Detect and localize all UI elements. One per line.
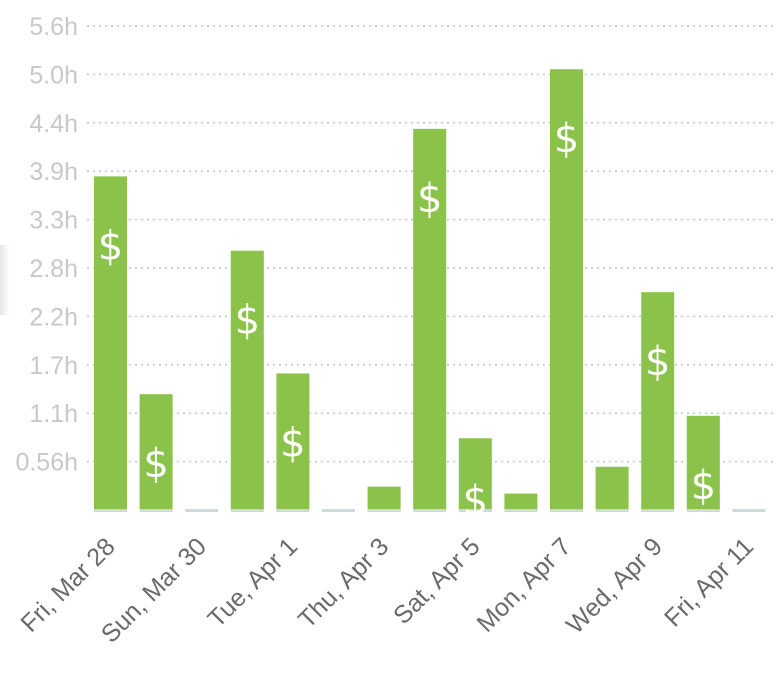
y-tick-label: 3.9h xyxy=(29,158,78,186)
bar-baseline xyxy=(230,509,264,512)
bars: $ $ $ $ $ $ $ $ $ xyxy=(94,69,766,524)
y-tick-label: 3.3h xyxy=(29,207,78,235)
y-tick-label: 5.0h xyxy=(29,61,78,89)
bar[interactable] xyxy=(413,128,447,510)
billable-dollar-icon: $ xyxy=(280,420,305,466)
y-tick-label: 5.6h xyxy=(29,13,78,41)
bar-baseline xyxy=(504,509,538,512)
bar-baseline xyxy=(413,509,447,512)
bar[interactable] xyxy=(276,373,310,510)
bar[interactable] xyxy=(595,466,629,510)
bar[interactable] xyxy=(230,250,264,510)
bar[interactable] xyxy=(139,394,173,510)
bar-baseline xyxy=(550,509,583,512)
y-tick-label: 2.8h xyxy=(29,255,78,283)
bar-baseline xyxy=(458,509,492,512)
bar[interactable] xyxy=(641,292,675,510)
billable-dollar-icon: $ xyxy=(645,339,670,385)
bar-empty[interactable] xyxy=(732,509,766,512)
y-tick-label: 4.4h xyxy=(29,110,78,138)
billable-dollar-icon: $ xyxy=(98,223,123,269)
bar-baseline xyxy=(367,509,401,512)
bar-empty[interactable] xyxy=(185,509,219,512)
billable-dollar-icon: $ xyxy=(143,441,168,487)
left-edge-shadow xyxy=(0,245,10,315)
bar-baseline xyxy=(276,509,310,512)
bar-empty[interactable] xyxy=(322,509,355,512)
billable-dollar-icon: $ xyxy=(554,116,579,162)
bar-baseline xyxy=(641,509,675,512)
bar[interactable] xyxy=(458,438,492,510)
x-tick-label: Tue, Apr 1 xyxy=(202,532,303,633)
x-tick-label: Wed, Apr 9 xyxy=(561,532,668,639)
bar-baseline xyxy=(139,509,173,512)
bar[interactable] xyxy=(367,486,401,510)
gridlines xyxy=(87,25,777,463)
bar[interactable] xyxy=(504,493,538,510)
y-axis-tick-labels: 0.56h 1.1h 1.7h 2.2h 2.8h 3.3h 3.9h 4.4h 5.0h 5.6… xyxy=(15,13,78,477)
bar[interactable] xyxy=(686,415,720,510)
billable-dollar-icon: $ xyxy=(463,478,488,524)
bar-baseline xyxy=(595,509,629,512)
bar[interactable] xyxy=(550,69,583,510)
y-tick-label: 1.7h xyxy=(29,352,78,380)
x-tick-label: Sat, Apr 5 xyxy=(388,532,485,629)
x-tick-label: Mon, Apr 7 xyxy=(471,532,576,637)
billable-dollar-icon: $ xyxy=(691,463,716,509)
billable-dollar-icon: $ xyxy=(417,176,442,222)
x-tick-label: Fri, Apr 11 xyxy=(659,532,759,632)
y-tick-label: 2.2h xyxy=(29,303,78,331)
bar[interactable] xyxy=(94,176,127,510)
billable-dollar-icon: $ xyxy=(235,298,260,344)
x-tick-label: Thu, Apr 3 xyxy=(293,532,394,633)
y-tick-label: 0.56h xyxy=(15,449,78,477)
bar-baseline xyxy=(94,509,127,512)
y-tick-label: 1.1h xyxy=(29,400,78,428)
bar-baseline xyxy=(686,509,720,512)
